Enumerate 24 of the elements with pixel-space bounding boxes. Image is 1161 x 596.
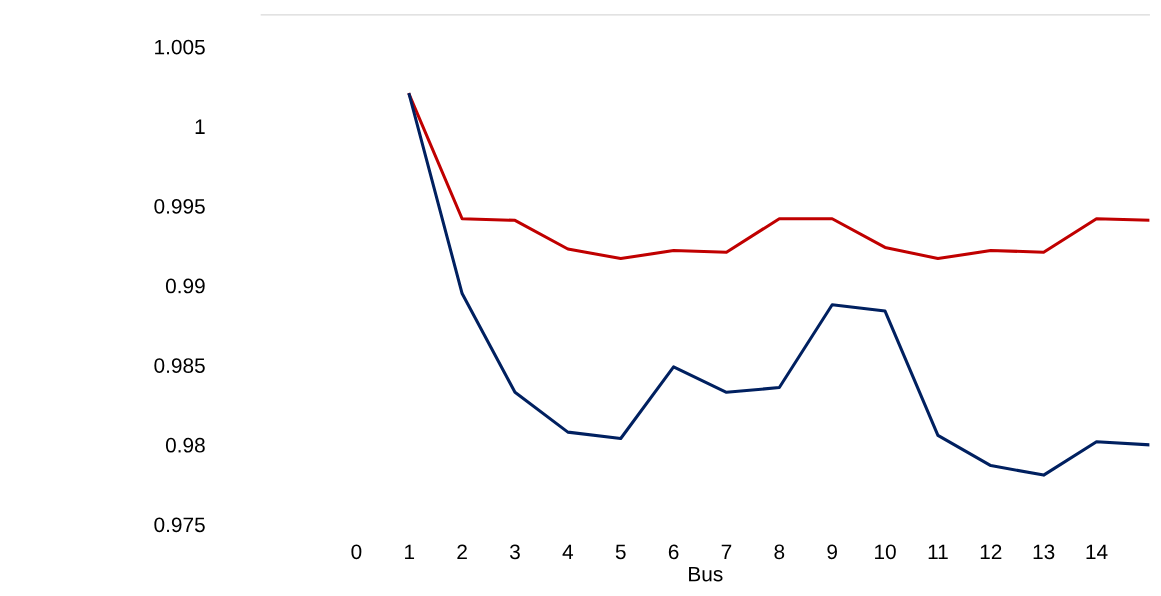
y-tick-label: 1.005 — [155, 39, 205, 55]
x-tick-label: 1 — [405, 544, 415, 560]
x-tick-label: 7 — [721, 544, 732, 560]
line-series — [407, 92, 1150, 477]
y-tick-label: 0.975 — [154, 517, 205, 533]
x-axis-title: Bus — [689, 566, 723, 582]
y-tick-label: 0.99 — [165, 278, 205, 294]
x-tick-label: 6 — [668, 544, 679, 560]
x-tick-label: 10 — [875, 544, 896, 560]
x-tick-label: 11 — [928, 544, 948, 560]
y-tick-label: 0.985 — [154, 358, 205, 373]
y-tick-label: 1 — [195, 119, 205, 134]
x-tick-label: 12 — [980, 544, 1002, 560]
x-tick-label: 13 — [1033, 544, 1055, 560]
x-tick-label: 3 — [509, 544, 520, 560]
x-tick-label: 8 — [774, 544, 785, 560]
x-tick-label: 9 — [827, 544, 837, 560]
x-tick-label: 5 — [615, 544, 626, 560]
x-tick-label: 0 — [351, 544, 362, 560]
x-tick-label: 14 — [1086, 544, 1108, 560]
x-tick-label: 2 — [457, 544, 467, 560]
y-tick-label: 0.98 — [165, 437, 205, 453]
y-tick-label: 0.995 — [154, 198, 205, 214]
x-tick-label: 4 — [562, 544, 574, 560]
